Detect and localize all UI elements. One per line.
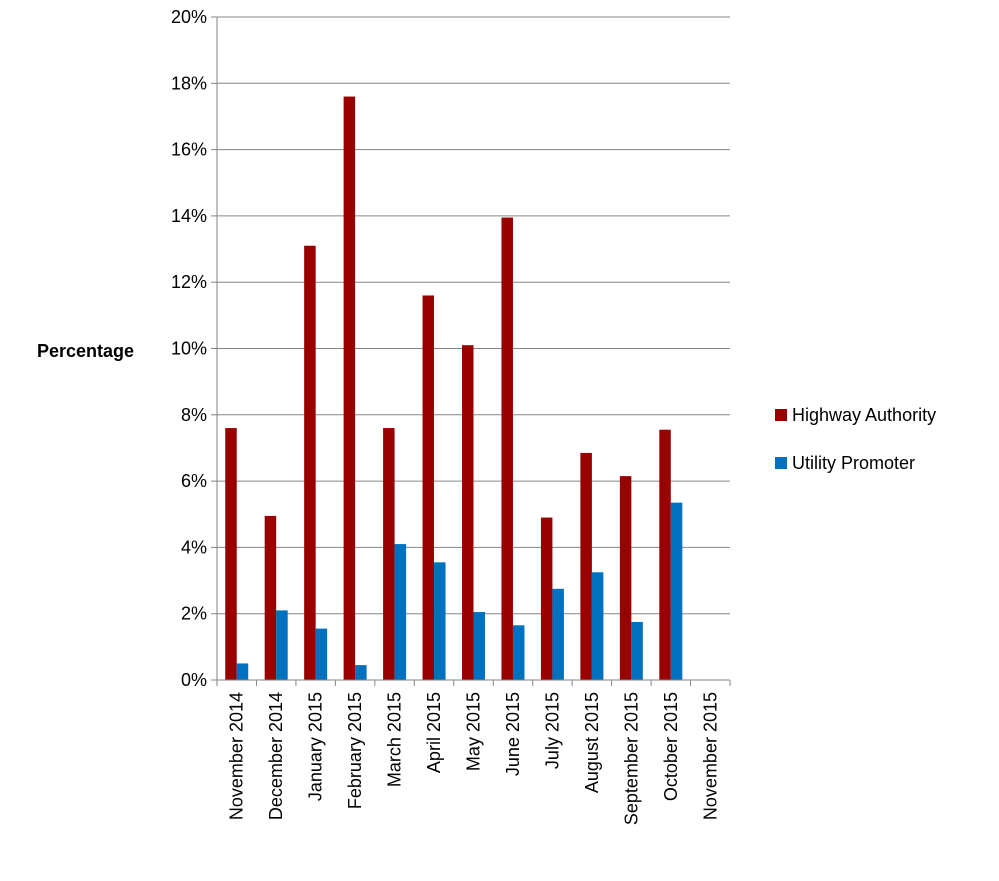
bar-highway-authority [619, 476, 632, 680]
legend: Highway Authority Utility Promoter [775, 405, 936, 473]
legend-swatch [775, 409, 787, 421]
bar-utility-promoter [315, 628, 328, 680]
y-tick-label: 20% [171, 7, 207, 27]
x-tick-label: July 2015 [542, 692, 562, 769]
bar-highway-authority [501, 217, 513, 680]
y-tick-label: 4% [181, 537, 207, 557]
bar-highway-authority [540, 517, 553, 680]
bar-highway-authority [343, 96, 356, 680]
x-tick-label: June 2015 [503, 692, 523, 776]
x-tick-label: January 2015 [306, 692, 326, 801]
bar-utility-promoter [473, 612, 485, 680]
bar-highway-authority [225, 428, 237, 680]
bar-utility-promoter [631, 621, 643, 680]
y-tick-label: 12% [171, 272, 207, 292]
bar-highway-authority [659, 429, 671, 680]
legend-swatch [775, 457, 787, 469]
bar-utility-promoter [276, 610, 288, 680]
bar-utility-promoter [670, 502, 683, 680]
x-tick-label: October 2015 [661, 692, 681, 801]
bar-highway-authority [304, 245, 316, 681]
bar-highway-authority [580, 452, 592, 680]
y-tick-labels: 0% 2% 4% 6% 8% 10% 12% 14% 16% 18% 20% [171, 7, 207, 690]
bar-highway-authority [462, 345, 474, 680]
bars [225, 96, 683, 681]
x-tick-label: September 2015 [621, 692, 641, 825]
legend-label: Utility Promoter [792, 453, 915, 473]
bar-utility-promoter [512, 625, 525, 680]
bar-utility-promoter [552, 588, 564, 680]
x-tick-labels: November 2014 December 2014 January 2015 Fe… [227, 692, 721, 825]
bar-utility-promoter [355, 665, 367, 680]
bar-utility-promoter [394, 544, 407, 680]
bar-highway-authority [264, 515, 277, 680]
y-tick-label: 2% [181, 604, 207, 624]
y-tick-label: 14% [171, 206, 207, 226]
bar-utility-promoter [591, 572, 604, 680]
legend-label: Highway Authority [792, 405, 936, 425]
y-tick-label: 18% [171, 73, 207, 93]
bar-highway-authority [422, 295, 435, 680]
bar-utility-promoter [236, 663, 249, 680]
x-tick-label: February 2015 [345, 692, 365, 809]
y-tick-label: 10% [171, 339, 207, 359]
x-tick-label: March 2015 [385, 692, 405, 787]
y-axis-label: Percentage [37, 341, 134, 361]
axes [211, 16, 731, 686]
x-tick-label: November 2014 [227, 692, 247, 820]
y-tick-label: 8% [181, 405, 207, 425]
x-tick-label: April 2015 [424, 692, 444, 773]
x-tick-label: November 2015 [700, 692, 720, 820]
bar-utility-promoter [434, 562, 446, 680]
y-tick-label: 0% [181, 670, 207, 690]
x-tick-label: August 2015 [582, 692, 602, 793]
x-tick-label: December 2014 [266, 692, 286, 820]
y-tick-label: 16% [171, 140, 207, 160]
x-tick-label: May 2015 [464, 692, 484, 771]
bar-highway-authority [383, 428, 395, 680]
y-tick-label: 6% [181, 471, 207, 491]
